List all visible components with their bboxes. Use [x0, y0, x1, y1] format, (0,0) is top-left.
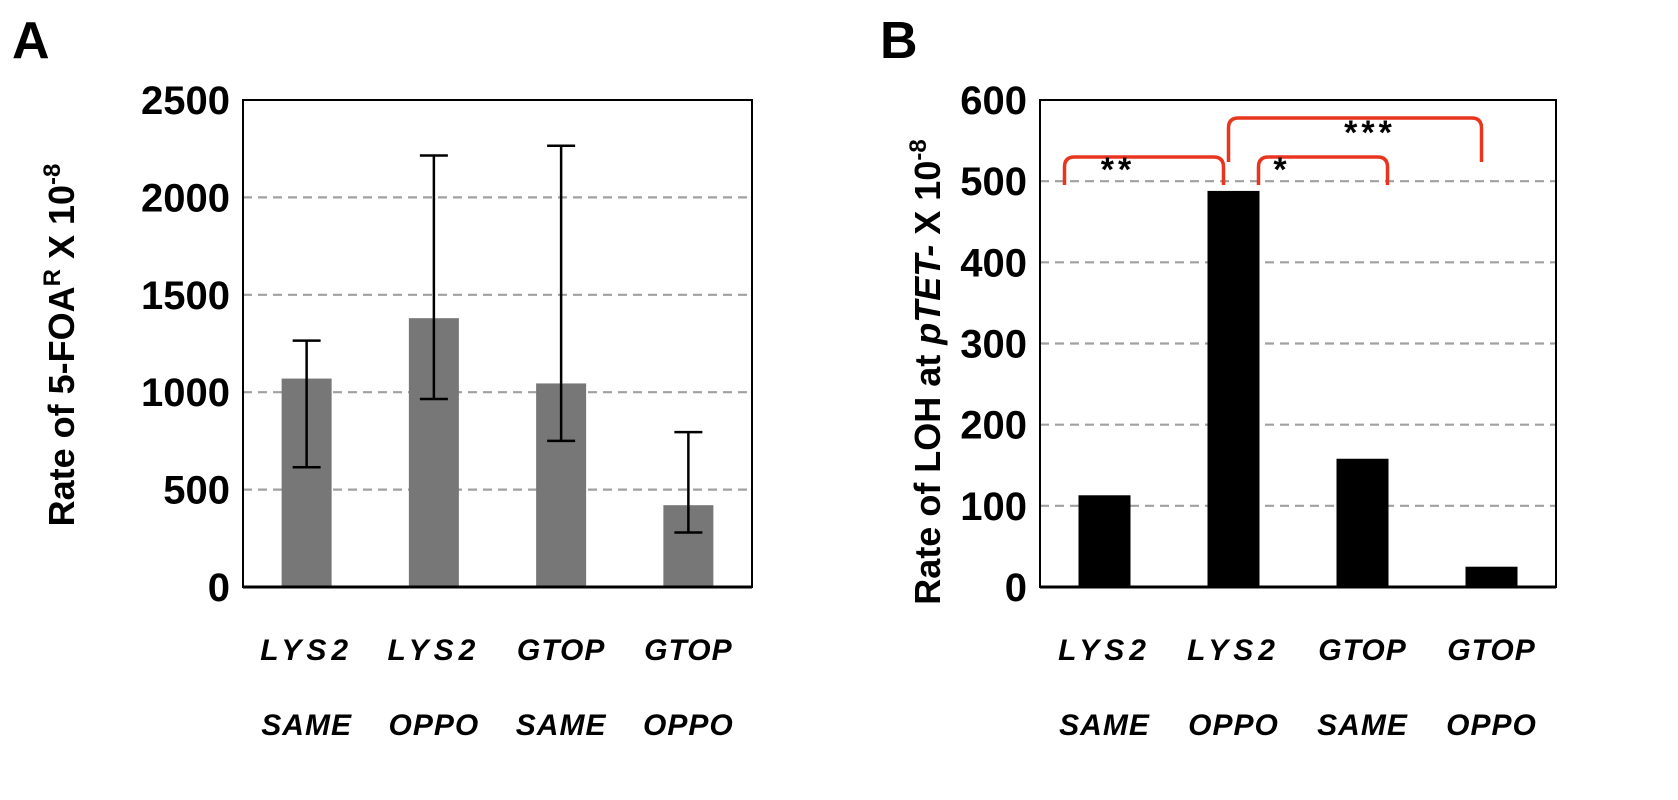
- panel-b-bar: [1078, 495, 1131, 587]
- panel-a-chart: 0 500 1000 1500 2000 2500 LYS2 SAME LYS2 OPPO GTOP…: [141, 79, 753, 742]
- panel-b-y-tick-label: 200: [960, 404, 1027, 448]
- panel-b-x-tick-label: GTOP: [1318, 634, 1406, 667]
- panel-b-significance-bracket: [1062, 155, 1226, 185]
- panel-a-x-tick-label: OPPO: [643, 709, 734, 742]
- panel-b-x-tick-label: SAME: [1059, 709, 1150, 742]
- panel-b-significance-bracket: [1256, 155, 1390, 185]
- panel-b-y-tick-label: 600: [960, 79, 1027, 123]
- panel-b-x-tick-label: OPPO: [1446, 709, 1537, 742]
- panel-a-x-tick-label: GTOP: [644, 634, 732, 667]
- panel-a-y-tick-label: 1500: [141, 274, 230, 318]
- panel-b-x-tick-label: LYS2: [1187, 634, 1280, 667]
- panel-a-x-tick-label: SAME: [516, 709, 607, 742]
- panel-b-significance-label: *: [1273, 151, 1290, 189]
- panel-a-x-tick-label: LYS2: [387, 634, 480, 667]
- panel-a-y-tick-label: 1000: [141, 371, 230, 415]
- panel-b-chart: 0 100 200 300 400 500 600 LYS2 SAME LYS2 OPPO GTOP S…: [960, 79, 1557, 742]
- panel-a-y-axis-label: Rate of 5-FOAR X 10-8: [39, 164, 82, 527]
- panel-a-x-tick-label: OPPO: [389, 709, 480, 742]
- panel-b-y-tick-label: 400: [960, 241, 1027, 285]
- panel-a-x-tick-label: GTOP: [517, 634, 605, 667]
- panel-a-y-tick-label: 2000: [141, 176, 230, 220]
- panel-a-y-tick-label: 0: [208, 566, 230, 610]
- panel-b-x-tick-label: OPPO: [1188, 709, 1279, 742]
- panel-b-significance-bracket: [1226, 116, 1484, 162]
- panel-b-bar: [1465, 566, 1518, 587]
- panel-b-x-tick-label: LYS2: [1058, 634, 1151, 667]
- panel-b-x-tick-label: GTOP: [1447, 634, 1535, 667]
- panel-b-letter: B: [880, 12, 918, 70]
- panel-b-bar: [1336, 458, 1389, 587]
- panel-b-x-tick-label: SAME: [1317, 709, 1408, 742]
- panel-b-y-tick-label: 100: [960, 485, 1027, 529]
- panel-b-bar: [1207, 190, 1260, 587]
- panel-b-y-tick-label: 0: [1005, 566, 1027, 610]
- panel-b-y-axis-label: Rate of LOH at pTET- X 10-8: [905, 139, 948, 604]
- panel-b-significance-label: **: [1101, 151, 1135, 189]
- panel-b-y-tick-label: 500: [960, 160, 1027, 204]
- panel-a-y-tick-label: 2500: [141, 79, 230, 123]
- panel-a-letter: A: [12, 12, 50, 70]
- panel-b-y-tick-label: 300: [960, 323, 1027, 367]
- panel-a-x-tick-label: LYS2: [260, 634, 353, 667]
- panel-a-y-tick-label: 500: [163, 469, 230, 513]
- panel-b-significance-label: ***: [1344, 114, 1396, 152]
- panel-a-x-tick-label: SAME: [261, 709, 352, 742]
